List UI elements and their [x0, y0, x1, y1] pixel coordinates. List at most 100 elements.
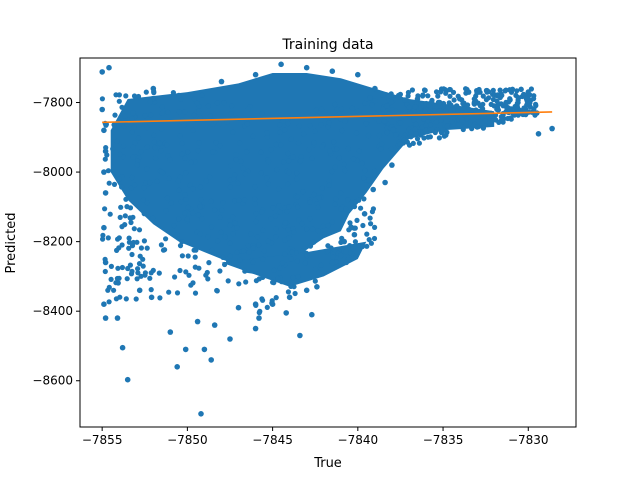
data-point	[244, 121, 250, 127]
data-point	[320, 223, 326, 229]
data-point	[466, 106, 472, 112]
data-point	[436, 107, 443, 113]
data-point	[157, 140, 163, 146]
data-point	[253, 211, 259, 217]
data-point	[141, 185, 147, 191]
data-point	[285, 181, 291, 187]
data-point	[183, 170, 189, 176]
data-point	[507, 97, 513, 103]
data-point	[197, 231, 203, 237]
data-point	[345, 145, 351, 152]
data-point	[273, 226, 279, 232]
data-point	[362, 100, 368, 106]
data-point	[129, 174, 135, 181]
data-point	[215, 238, 221, 244]
data-point	[129, 251, 135, 258]
data-point	[197, 203, 203, 210]
data-point	[248, 231, 254, 237]
data-point	[304, 226, 310, 232]
data-point	[404, 139, 410, 145]
data-point	[119, 104, 125, 110]
data-point	[270, 279, 276, 285]
data-point	[129, 268, 135, 274]
data-point	[488, 101, 494, 107]
data-point	[102, 268, 108, 275]
data-point	[252, 201, 258, 207]
data-point	[235, 304, 242, 311]
data-point	[135, 266, 141, 272]
data-point	[327, 148, 333, 154]
data-point	[163, 236, 169, 242]
data-point	[294, 194, 301, 200]
data-point	[272, 213, 278, 219]
data-point	[382, 179, 388, 186]
data-point	[230, 214, 236, 220]
data-point	[102, 259, 109, 266]
data-point	[277, 122, 283, 128]
data-point	[341, 161, 347, 167]
data-point	[288, 256, 294, 262]
data-point	[176, 109, 182, 115]
data-point	[312, 128, 318, 134]
data-point	[131, 226, 137, 232]
data-point	[134, 276, 140, 282]
data-point	[131, 124, 137, 130]
data-point	[480, 125, 486, 131]
data-point	[376, 118, 382, 124]
data-point	[279, 260, 286, 266]
data-point	[147, 99, 153, 105]
data-point	[138, 273, 144, 279]
data-point	[480, 106, 486, 112]
data-point	[334, 106, 340, 113]
data-point	[134, 162, 140, 168]
data-point	[433, 89, 440, 95]
data-point	[277, 265, 283, 271]
data-point	[380, 106, 386, 112]
data-point	[115, 265, 121, 271]
data-point	[533, 101, 539, 107]
data-point	[230, 129, 236, 135]
data-point	[123, 93, 129, 99]
data-point	[234, 249, 240, 255]
data-point	[280, 118, 286, 124]
data-point	[237, 257, 243, 263]
data-point	[465, 89, 472, 95]
data-point	[135, 158, 141, 164]
data-point	[128, 219, 134, 226]
data-point	[329, 168, 335, 175]
data-point	[256, 310, 262, 316]
data-point	[332, 164, 338, 170]
data-point	[549, 125, 555, 132]
data-point	[364, 231, 370, 237]
data-point	[531, 96, 537, 102]
data-point	[195, 212, 202, 218]
data-point	[252, 196, 258, 202]
data-point	[119, 242, 125, 248]
data-point	[292, 290, 298, 297]
data-point	[354, 217, 360, 223]
data-point	[414, 96, 421, 102]
data-point	[178, 199, 184, 205]
data-point	[163, 208, 169, 214]
data-point	[142, 122, 148, 128]
data-point	[143, 89, 149, 95]
data-point	[151, 90, 157, 96]
data-point	[319, 144, 325, 150]
data-point	[361, 211, 368, 217]
data-point	[250, 259, 256, 265]
data-point	[384, 103, 390, 109]
data-point	[101, 301, 107, 308]
data-point	[160, 247, 167, 253]
data-point	[154, 178, 160, 184]
data-point	[177, 267, 183, 274]
data-point	[362, 167, 368, 174]
data-point	[259, 110, 265, 117]
data-point	[402, 97, 408, 103]
data-point	[282, 251, 288, 257]
data-point	[408, 129, 414, 135]
data-point	[264, 304, 270, 310]
data-point	[321, 231, 328, 237]
data-point	[306, 146, 312, 153]
data-point	[185, 204, 191, 210]
data-point	[236, 281, 242, 287]
